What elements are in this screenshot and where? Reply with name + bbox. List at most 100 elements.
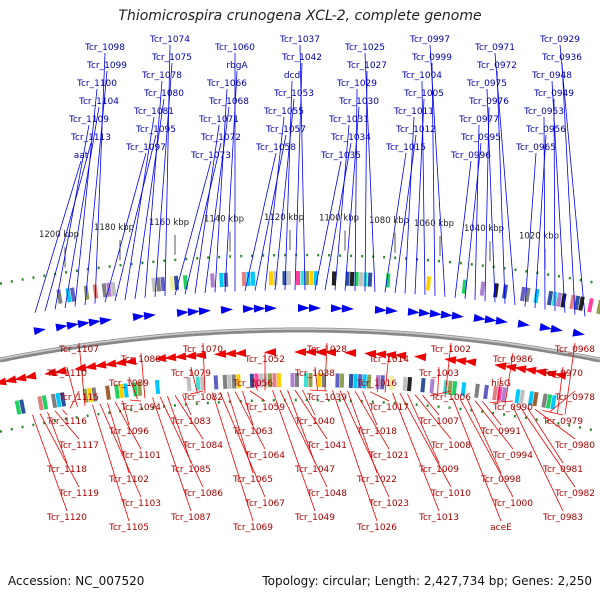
- minus-gene-label: Tcr_1117: [58, 441, 99, 451]
- plus-label-leader: [354, 88, 358, 291]
- arrow-shape: [484, 315, 497, 324]
- plus-label-leader: [484, 106, 490, 302]
- plus-strand-arrow: [33, 327, 46, 336]
- minus-label-leader: [242, 391, 254, 426]
- minus-gene-label: Tcr_1083: [170, 417, 211, 427]
- minus-gene-label: Tcr_0991: [480, 427, 521, 437]
- arrow-shape: [374, 350, 387, 359]
- plus-gene-label: Tcr_1058: [255, 143, 296, 153]
- minus-strand-arrow: [364, 349, 377, 358]
- plus-strand-arrow: [253, 304, 266, 313]
- arrow-shape: [66, 321, 79, 330]
- minus-strand-arrow: [514, 365, 527, 374]
- minus-strand-arrow: [264, 348, 277, 357]
- plus-gene-label: Tcr_1072: [200, 133, 241, 143]
- feature-block: [272, 373, 277, 388]
- arrow-shape: [176, 308, 189, 317]
- feature-block: [241, 271, 247, 287]
- minus-strand-arrow: [174, 352, 187, 361]
- feature-block: [210, 273, 215, 288]
- plus-label-leader: [496, 70, 506, 304]
- minus-strand-arrow: [554, 372, 567, 380]
- plus-gene-label: Tcr_1095: [135, 125, 176, 135]
- arrow-shape: [297, 303, 310, 312]
- minus-gene-label: Tcr_0994: [492, 451, 533, 461]
- minus-gene-label: Tcr_1069: [232, 523, 273, 533]
- plus-gene-label: Tcr_1074: [149, 35, 190, 45]
- feature-block: [160, 276, 166, 292]
- arrow-shape: [224, 349, 237, 358]
- feature-block: [389, 375, 394, 391]
- minus-gene-label: Tcr_1047: [294, 465, 335, 475]
- plus-gene-label: Tcr_1071: [198, 115, 239, 125]
- arrow-shape: [454, 357, 467, 366]
- arrow-shape: [264, 304, 277, 313]
- minus-label-leader: [474, 400, 514, 450]
- feature-block: [596, 299, 600, 315]
- feature-block: [362, 374, 367, 389]
- plus-strand-arrow: [99, 317, 112, 326]
- minus-gene-label: hisG: [491, 379, 511, 389]
- plus-label-leader: [124, 116, 155, 300]
- minus-gene-label: Tcr_1010: [430, 489, 471, 499]
- arrow-shape: [534, 368, 547, 377]
- kbp-tick-label: 1100 kbp: [319, 214, 359, 224]
- plus-gene-label: Tcr_1068: [208, 97, 249, 107]
- plus-label-leader: [74, 88, 98, 307]
- plus-label-leader: [194, 124, 220, 294]
- arrow-shape: [514, 365, 527, 374]
- plus-strand-arrow: [77, 320, 90, 329]
- minus-gene-label: Tcr_1014: [368, 355, 409, 365]
- plus-strand-arrow: [143, 312, 156, 320]
- feature-block: [304, 270, 310, 286]
- feature-block: [182, 275, 189, 290]
- arrow-shape: [242, 305, 255, 313]
- plus-gene-label: Tcr_0976: [468, 97, 509, 107]
- plus-strand-arrow: [517, 319, 530, 328]
- minus-gene-label: Tcr_1084: [182, 441, 223, 451]
- plus-strand-arrow: [341, 304, 354, 313]
- feature-block: [357, 374, 363, 389]
- minus-gene-label: Tcr_1026: [356, 523, 397, 533]
- arrow-shape: [124, 357, 137, 365]
- plus-label-leader: [274, 98, 295, 291]
- feature-block: [385, 273, 391, 288]
- plus-strand-arrow: [198, 307, 211, 316]
- feature-block: [520, 286, 526, 302]
- feature-block: [339, 373, 345, 388]
- feature-block: [532, 391, 539, 407]
- minus-label-leader: [294, 389, 328, 440]
- minus-gene-label: Tcr_1039: [306, 393, 347, 403]
- minus-label-leader: [437, 366, 440, 397]
- plus-gene-label: Tcr_1109: [68, 115, 109, 125]
- feature-block: [492, 385, 498, 401]
- minus-gene-label: Tcr_1052: [244, 355, 285, 365]
- plus-gene-label: Tcr_0995: [460, 133, 501, 143]
- feature-block: [518, 389, 526, 405]
- plus-gene-label: Tcr_1037: [279, 35, 320, 45]
- minus-label-leader: [47, 412, 68, 464]
- feature-block: [114, 384, 120, 399]
- feature-block: [501, 387, 507, 402]
- arrow-shape: [84, 362, 97, 371]
- plus-strand-arrow: [550, 324, 563, 333]
- feature-block: [101, 283, 108, 298]
- feature-block: [258, 373, 264, 388]
- feature-block: [367, 272, 373, 287]
- minus-label-leader: [324, 342, 328, 391]
- minus-strand-arrow: [54, 366, 67, 375]
- feature-block: [55, 392, 62, 408]
- minus-label-leader: [557, 366, 564, 414]
- minus-label-leader: [459, 398, 514, 498]
- feature-block: [263, 373, 268, 388]
- feature-block: [91, 387, 98, 402]
- minus-strand-arrow: [184, 351, 197, 360]
- minus-label-leader: [314, 366, 318, 391]
- minus-strand-arrow: [314, 348, 327, 357]
- arrow-shape: [314, 348, 327, 357]
- plus-label-leader: [164, 44, 171, 296]
- plus-label-leader: [534, 134, 547, 308]
- plus-gene-label: Tcr_0948: [531, 71, 572, 81]
- minus-gene-label: Tcr_1003: [418, 369, 459, 379]
- arrow-shape: [14, 373, 27, 382]
